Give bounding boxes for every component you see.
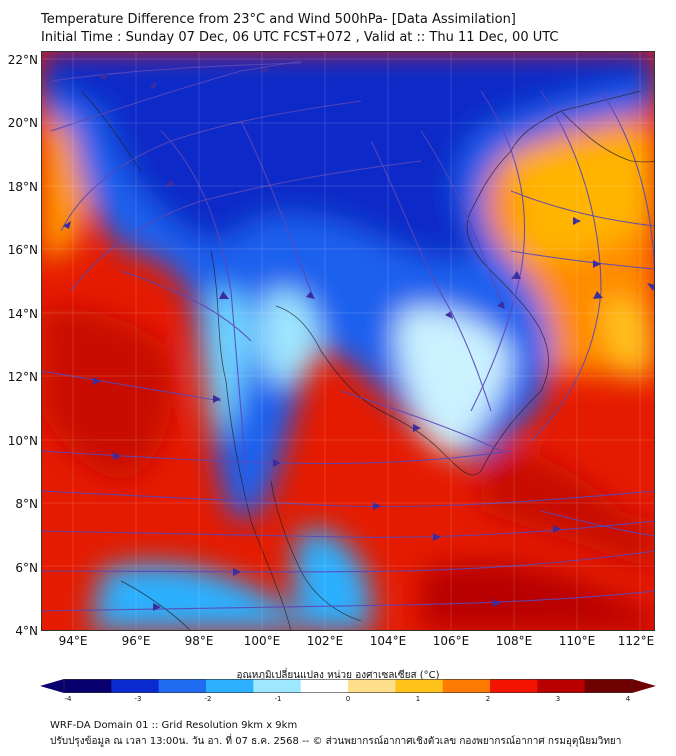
footer-model-info: WRF-DA Domain 01 :: Grid Resolution 9km … [50,720,298,731]
lon-label: 98°E [184,634,214,648]
colorbar-tick: -1 [274,695,282,703]
colorbar-tick: -2 [204,695,212,703]
colorbar-title: อุณหภูมิเปลี่ยนแปลง หน่วย องศาเซลเซียส (… [236,670,440,681]
lon-label: 112°E [617,634,655,648]
colorbar-cell [442,679,491,693]
colorbar-tick: 4 [625,695,631,703]
colorbar-cell [537,679,586,693]
colorbar-tick: 1 [415,695,421,703]
lat-label: 8°N [15,497,38,511]
footer-credit: ปรับปรุงข้อมูล ณ เวลา 13:00น. วัน อา. ที… [50,736,622,747]
chart-subtitle: Initial Time : Sunday 07 Dec, 06 UTC FCS… [41,30,559,45]
colorbar-low-arrow [40,679,64,693]
colorbar-tick: -3 [134,695,142,703]
lon-label: 102°E [306,634,344,648]
lat-label: 12°N [7,370,38,384]
lon-label: 104°E [369,634,407,648]
lat-label: 20°N [7,116,38,130]
colorbar-cell [348,679,396,693]
temperature-wind-map [41,51,655,631]
colorbar-tick: 0 [345,695,351,703]
colorbar-tick: -4 [64,695,72,703]
lon-label: 110°E [558,634,596,648]
colorbar-cell [64,679,112,693]
colorbar-cell [395,679,444,693]
lon-label: 96°E [121,634,151,648]
colorbar-cell [253,679,302,693]
lat-label: 4°N [15,624,38,638]
lat-label: 10°N [7,434,38,448]
lon-label: 108°E [495,634,533,648]
lat-label: 16°N [7,243,38,257]
lon-label: 100°E [243,634,281,648]
colorbar-cell [111,679,160,693]
colorbar-cell [158,679,207,693]
lon-label: 94°E [58,634,88,648]
colorbar-cell [300,679,349,693]
colorbar [40,679,656,693]
colorbar-high-arrow [632,679,656,693]
lat-label: 6°N [15,561,38,575]
colorbar-cell [206,679,254,693]
lat-label: 22°N [7,53,38,67]
colorbar-tick: 3 [555,695,561,703]
chart-title: Temperature Difference from 23°C and Win… [41,12,516,27]
lon-label: 106°E [432,634,470,648]
lat-label: 14°N [7,307,38,321]
colorbar-cell [584,679,633,693]
colorbar-tick: 2 [485,695,491,703]
lat-label: 18°N [7,180,38,194]
colorbar-cell [490,679,538,693]
